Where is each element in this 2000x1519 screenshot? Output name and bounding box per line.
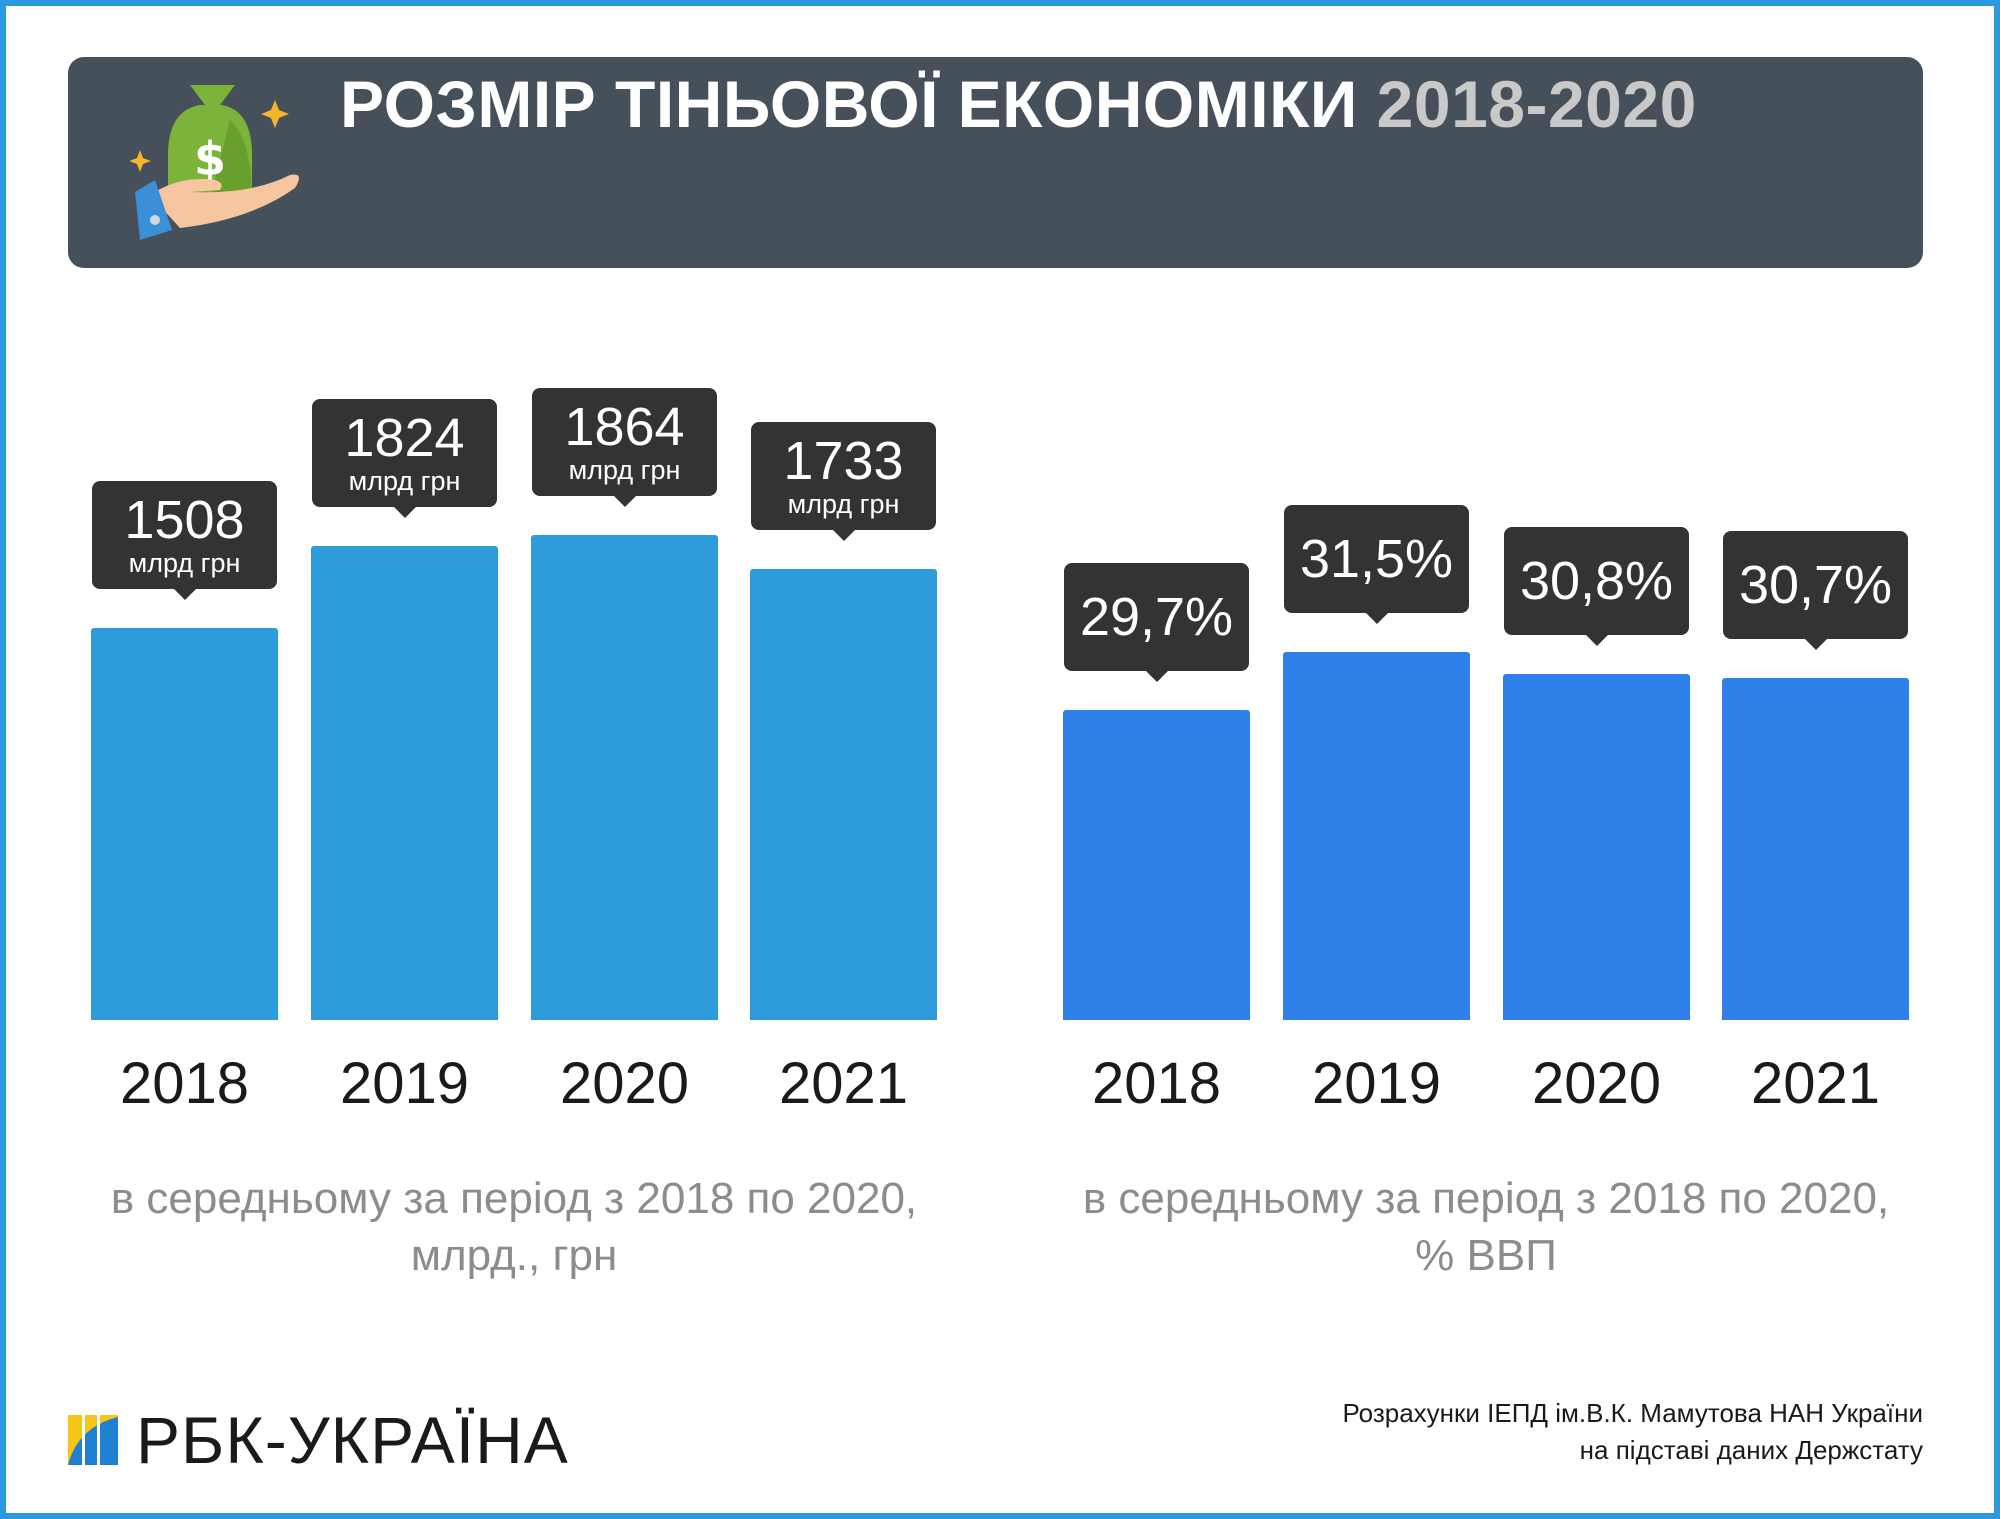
rbc-logo-mark-icon [68,1415,118,1465]
x-tick-label: 2020 [1531,1051,1662,1116]
data-label-value: 31,5% [1299,529,1454,589]
source-line-1: Розрахунки ІЕПД ім.В.К. Мамутова НАН Укр… [1342,1398,1923,1428]
bar-2018-gdp [1063,709,1250,1020]
data-label: 1508 млрд грн [92,480,277,600]
x-tick-label: 2019 [339,1051,470,1116]
data-label-value: 30,8% [1519,551,1674,612]
logo-text: РБК-УКРАЇНА [136,1403,569,1477]
money-bag-in-hand-icon: $ [130,85,299,240]
data-label-value: 30,7% [1738,554,1893,615]
data-label-value: 1508 [124,489,245,550]
data-label-unit: млрд грн [787,489,900,520]
data-label: 30,8% [1504,527,1689,647]
data-label-value: 29,7% [1079,586,1234,647]
source-line-2: на підставі даних Держстату [1579,1435,1923,1465]
data-label-unit: млрд грн [348,465,461,496]
data-label: 29,7% [1064,562,1249,682]
data-label: 30,7% [1723,530,1908,650]
page-title: РОЗМІР ТІНЬОВОЇ ЕКОНОМІКИ 2018-2020 [340,66,1697,142]
data-label-value: 1733 [783,431,904,492]
rbc-ukraine-logo: РБК-УКРАЇНА [68,1403,569,1477]
bar-2020-uah [531,535,718,1020]
data-label-unit: млрд грн [568,455,681,486]
data-label: 1864 млрд грн [532,388,717,508]
bar-2020-gdp [1503,674,1690,1020]
chart-caption: в середньому за період з 2018 по 2020, м… [110,1174,918,1280]
svg-text:$: $ [194,132,226,186]
chart-caption: в середньому за період з 2018 по 2020, %… [1082,1174,1890,1280]
title-main: РОЗМІР ТІНЬОВОЇ ЕКОНОМІКИ [340,67,1358,141]
source-note: Розрахунки ІЕПД ім.В.К. Мамутова НАН Укр… [1342,1395,1923,1469]
bar-2021-gdp [1722,677,1909,1020]
header-banner: $ [68,57,1923,268]
x-tick-label: 2019 [1311,1051,1442,1116]
data-label-unit: млрд грн [128,547,241,578]
bar-2021-uah [750,569,937,1020]
title-years: 2018-2020 [1376,67,1697,141]
x-tick-label: 2018 [119,1051,250,1116]
x-tick-label: 2020 [559,1051,690,1116]
x-tick-label: 2021 [778,1051,909,1116]
data-label: 31,5% [1284,505,1469,624]
data-label: 1824 млрд грн [312,398,497,518]
bar-2019-gdp [1283,652,1470,1020]
x-tick-label: 2018 [1091,1051,1222,1116]
bar-2019-uah [311,545,498,1020]
data-label-value: 1864 [564,397,685,458]
bar-2018-uah [91,627,278,1020]
x-tick-label: 2021 [1750,1051,1881,1116]
data-label-value: 1824 [344,407,465,468]
data-label: 1733 млрд грн [751,422,936,542]
